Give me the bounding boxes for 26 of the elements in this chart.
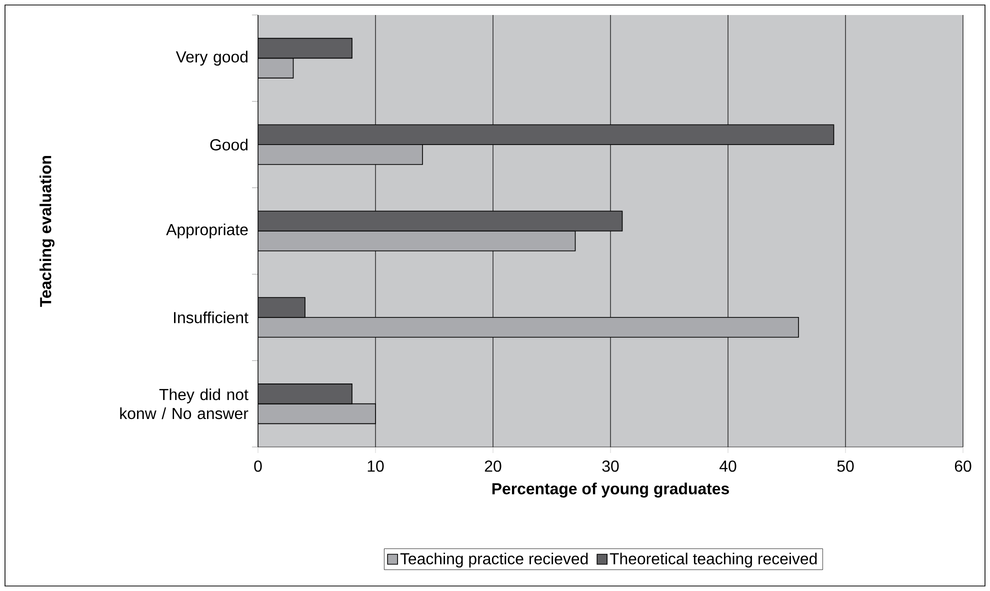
y-tick-label: They did not konw / No answer — [120, 388, 248, 420]
bar — [258, 58, 294, 78]
bar — [258, 144, 423, 165]
bar — [258, 403, 376, 424]
bar — [258, 384, 352, 404]
bar — [258, 297, 306, 318]
bar — [258, 124, 834, 145]
y-tick-label: Insufficient — [174, 312, 248, 324]
x-tick-label: 40 — [720, 460, 736, 472]
x-tick-label: 0 — [254, 460, 262, 472]
bar — [258, 38, 352, 59]
x-tick-label: 20 — [484, 460, 502, 472]
y-tick-label: Good — [210, 138, 248, 150]
x-tick-label: 10 — [368, 460, 384, 472]
x-axis-title: Percentage of young graduates — [492, 482, 729, 498]
y-axis-title: Teaching evaluation — [40, 156, 54, 307]
bar — [258, 210, 623, 232]
legend-label: Theoretical teaching received — [610, 552, 817, 568]
legend-label: Teaching practice recieved — [400, 552, 588, 568]
x-tick-label: 60 — [954, 460, 972, 472]
x-tick-label: 50 — [837, 460, 854, 472]
bar — [258, 230, 576, 252]
bar — [258, 316, 799, 338]
x-tick-label: 30 — [602, 460, 619, 472]
y-tick-label: Very good — [176, 50, 248, 66]
y-tick-label: Appropriate — [166, 224, 248, 238]
